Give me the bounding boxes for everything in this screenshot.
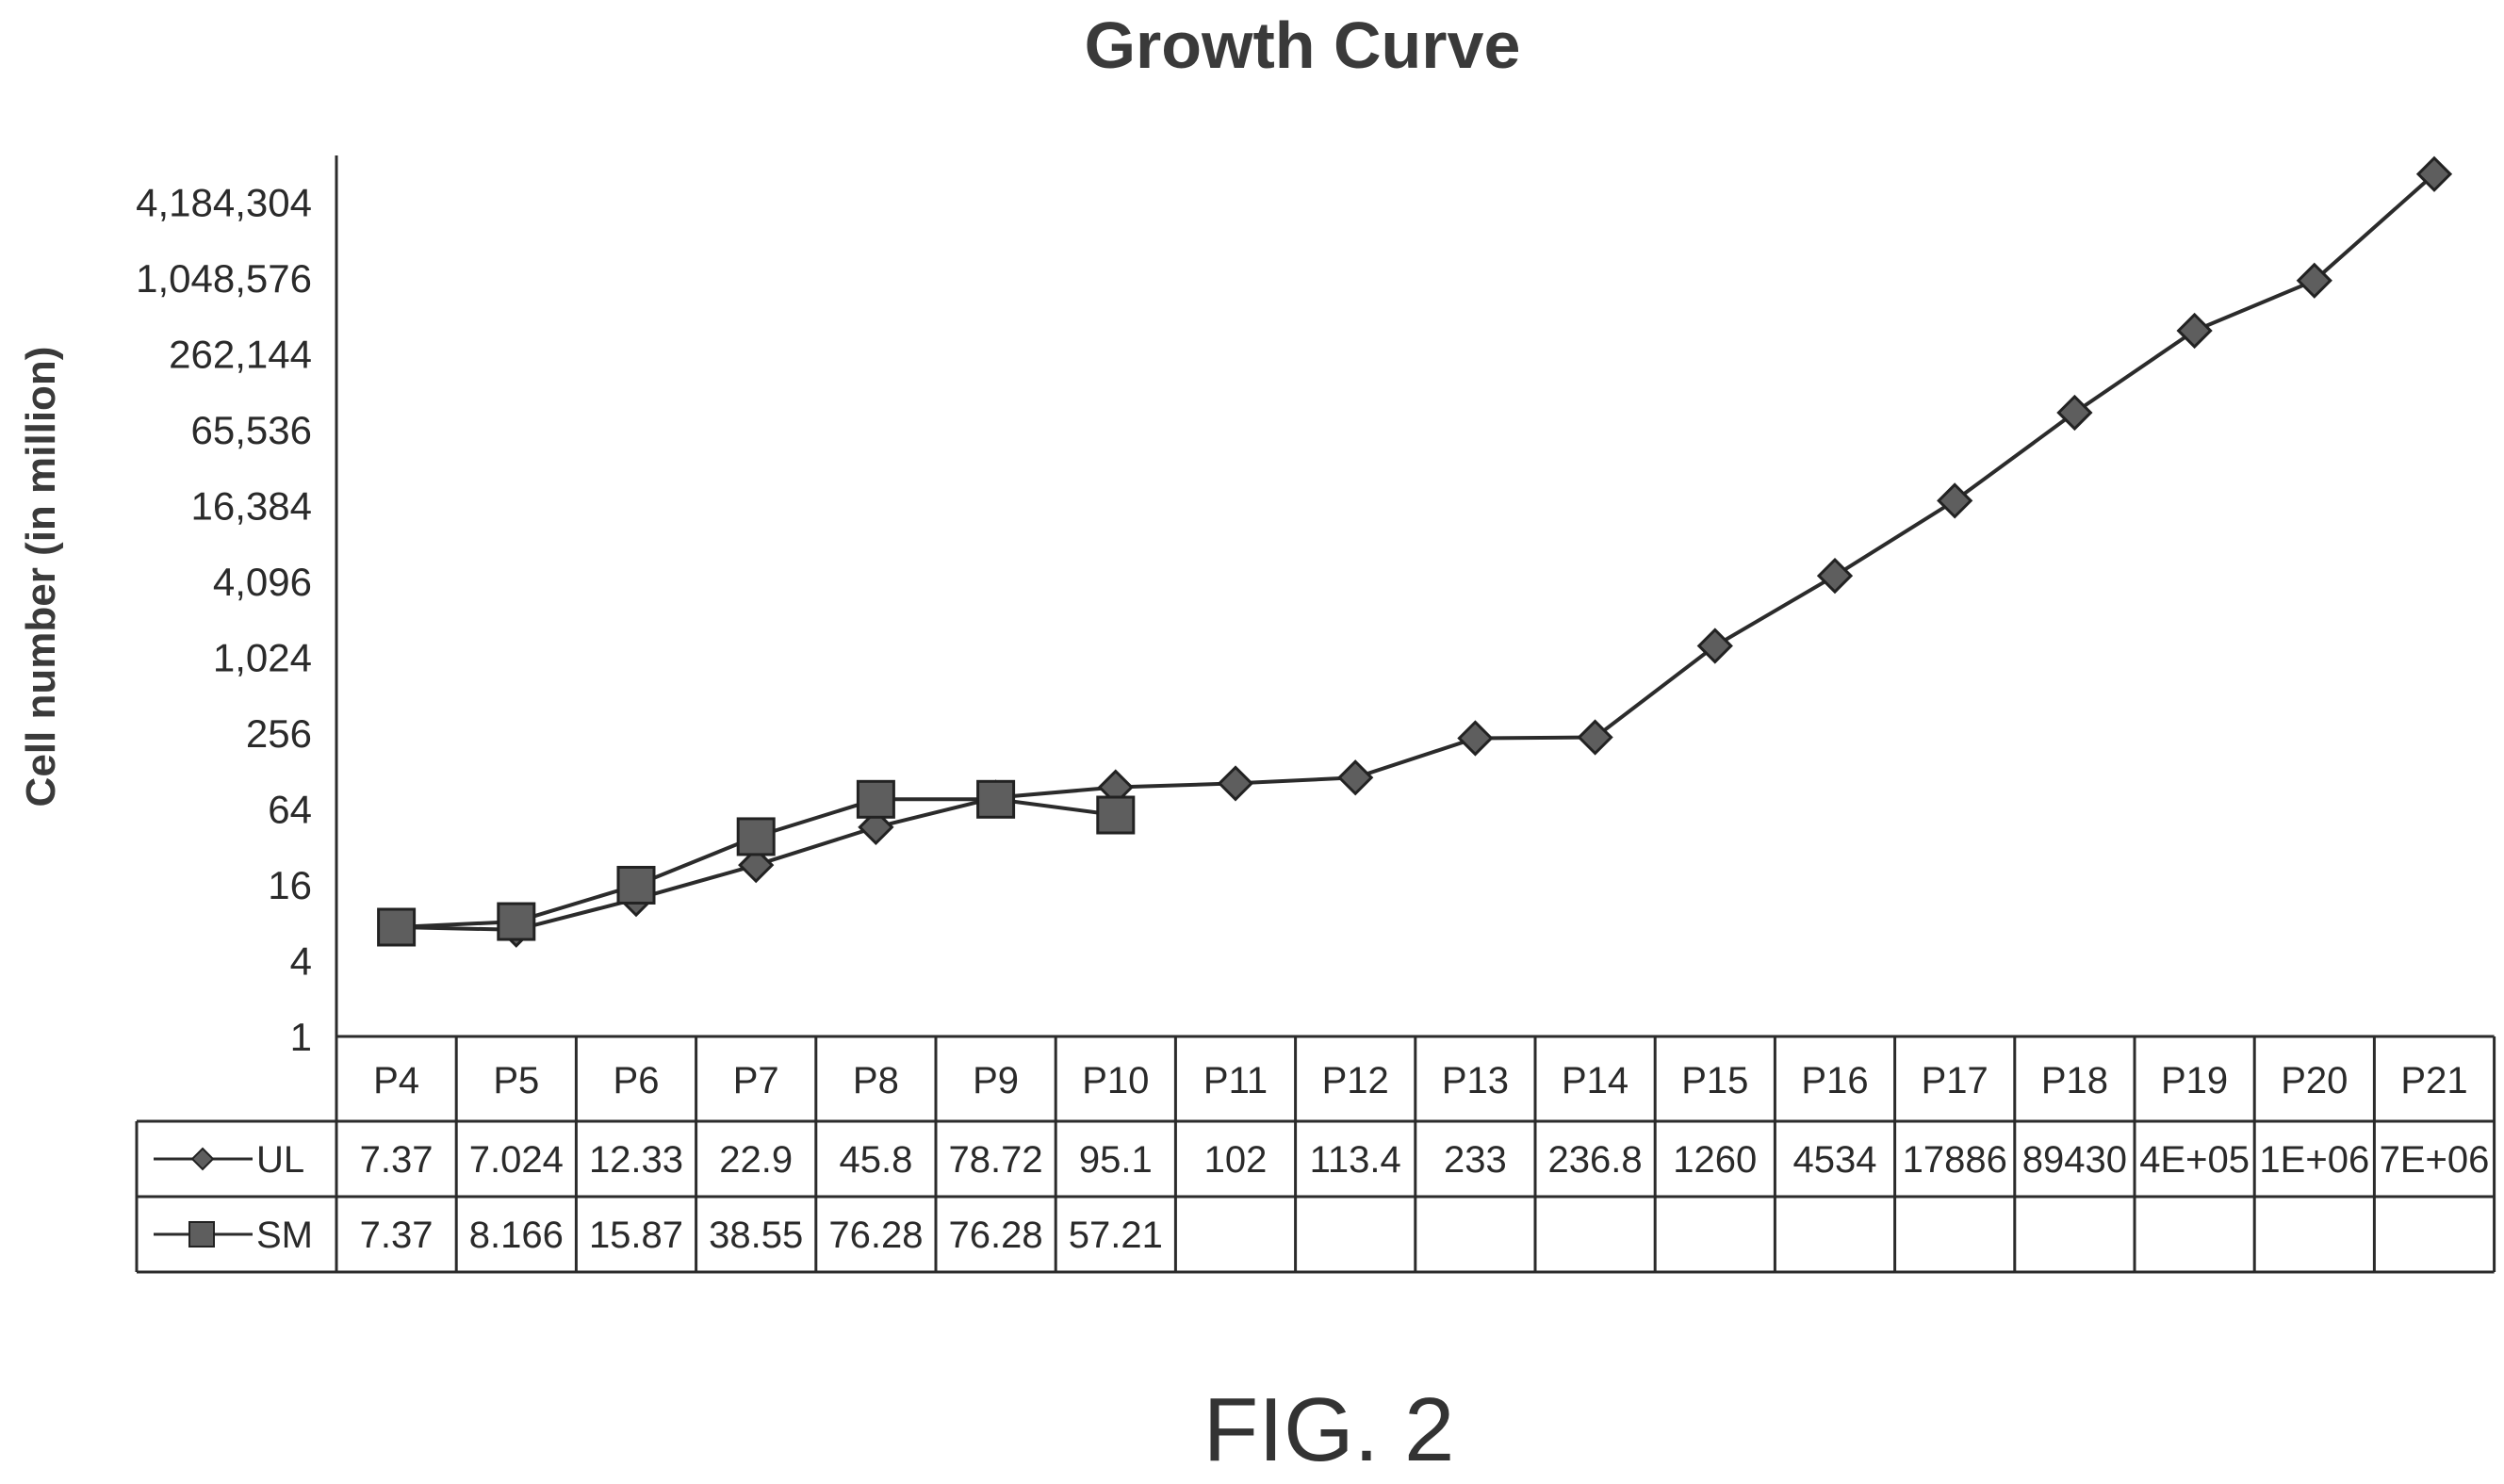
table-cell-ul: 233: [1444, 1139, 1507, 1181]
y-tick-label: 65,536: [191, 408, 312, 452]
y-tick-label: 16: [268, 863, 312, 907]
category-label: P21: [2400, 1060, 2467, 1101]
data-point-ul-p19: [2176, 312, 2213, 350]
table-cell-ul: 78.72: [949, 1139, 1043, 1181]
legend-series-name: SM: [256, 1215, 313, 1256]
figure-label: FIG. 2: [1203, 1379, 1455, 1480]
data-point-sm-p6: [616, 865, 656, 905]
table-cell-ul: 22.9: [719, 1139, 793, 1181]
table-cell-sm: 8.166: [469, 1215, 564, 1256]
category-label: P10: [1082, 1060, 1149, 1101]
table-cell-ul: 4E+05: [2139, 1139, 2250, 1181]
table-cell-sm: 7.37: [360, 1215, 434, 1256]
y-axis-label: Cell number (in million): [18, 347, 64, 807]
legend-key-marker: [190, 1147, 215, 1171]
y-axis-ticks: 1 4 16 64 256 1,024 4,096 16,384 65,536 262,144 1,…: [136, 181, 312, 1060]
data-point-ul-p17: [1937, 482, 1973, 519]
data-table: P4 P5 P6 P7 P8 P9 P10 P11 P12 P13 P14 P15 P16 P17 P18 P…: [135, 1035, 2496, 1274]
table-cell-ul: 12.33: [589, 1139, 683, 1181]
table-cell-ul: 7.37: [360, 1139, 434, 1181]
data-point-ul-p12: [1337, 759, 1374, 796]
table-cell-ul: 102: [1204, 1139, 1268, 1181]
y-tick-label: 256: [246, 711, 312, 756]
y-tick-label: 64: [268, 788, 312, 832]
data-point-sm-p4: [377, 907, 417, 947]
category-label: P15: [1681, 1060, 1748, 1101]
data-point-ul-p16: [1816, 557, 1854, 595]
table-cell-ul: 17886: [1903, 1139, 2007, 1181]
table-cell-sm: 76.28: [949, 1215, 1043, 1256]
data-point-ul-p15: [1696, 628, 1733, 664]
table-cell-sm: 15.87: [589, 1215, 683, 1256]
data-point-ul-p21: [2415, 155, 2453, 192]
table-cell-ul: 1260: [1673, 1139, 1757, 1181]
data-point-sm-p9: [976, 779, 1016, 819]
category-label: P12: [1322, 1060, 1389, 1101]
category-label: P4: [373, 1060, 419, 1101]
category-label: P13: [1442, 1060, 1509, 1101]
y-tick-label: 1,048,576: [136, 256, 312, 301]
table-cell-ul: 89430: [2022, 1139, 2127, 1181]
table-cell-ul: 95.1: [1079, 1139, 1153, 1181]
data-point-ul-p14: [1577, 719, 1613, 756]
table-cell-sm: 57.21: [1069, 1215, 1163, 1256]
data-point-ul-p18: [2056, 394, 2093, 432]
series-line-ul: [396, 172, 2436, 932]
category-label: P16: [1801, 1060, 1868, 1101]
category-label: P9: [973, 1060, 1019, 1101]
y-tick-label: 4,184,304: [136, 181, 312, 225]
y-tick-label: 4,096: [213, 560, 312, 604]
data-point-sm-p7: [736, 817, 776, 856]
category-label: P7: [733, 1060, 779, 1101]
data-point-ul-p7: [738, 847, 775, 884]
table-cell-sm: 38.55: [709, 1215, 803, 1256]
data-point-sm-p8: [856, 779, 895, 819]
category-label: P11: [1203, 1060, 1268, 1101]
category-label: P5: [493, 1060, 539, 1101]
category-label: P8: [853, 1060, 899, 1101]
data-point-ul-p20: [2296, 262, 2332, 299]
data-point-sm-p10: [1096, 795, 1136, 835]
y-tick-label: 262,144: [169, 333, 312, 377]
table-cell-ul: 113.4: [1310, 1139, 1401, 1181]
table-cell-ul: 45.8: [839, 1139, 912, 1181]
category-label: P17: [1922, 1060, 1988, 1101]
chart-title: Growth Curve: [1085, 8, 1521, 82]
category-label: P18: [2041, 1060, 2108, 1101]
series-lines: [396, 172, 2436, 932]
legend-key-marker: [188, 1221, 215, 1248]
data-point-sm-p5: [497, 902, 536, 941]
table-cell-ul: 7E+06: [2380, 1139, 2490, 1181]
data-point-ul-p11: [1217, 765, 1254, 802]
data-point-ul-p13: [1457, 720, 1494, 757]
category-label: P20: [2281, 1060, 2348, 1101]
category-label: P6: [614, 1060, 660, 1101]
y-tick-label: 16,384: [191, 484, 312, 529]
table-cell-ul: 7.024: [469, 1139, 564, 1181]
y-tick-label: 4: [290, 939, 312, 984]
y-tick-label: 1: [290, 1015, 312, 1059]
category-label: P19: [2161, 1060, 2228, 1101]
y-tick-label: 1,024: [213, 636, 312, 680]
legend-series-name: UL: [256, 1139, 304, 1181]
table-cell-ul: 4534: [1793, 1139, 1877, 1181]
series-markers: [377, 155, 2453, 948]
table-cell-sm: 76.28: [828, 1215, 923, 1256]
table-cell-ul: 236.8: [1548, 1139, 1643, 1181]
category-label: P14: [1562, 1060, 1628, 1101]
data-point-ul-p8: [858, 808, 894, 846]
table-cell-ul: 1E+06: [2259, 1139, 2369, 1181]
